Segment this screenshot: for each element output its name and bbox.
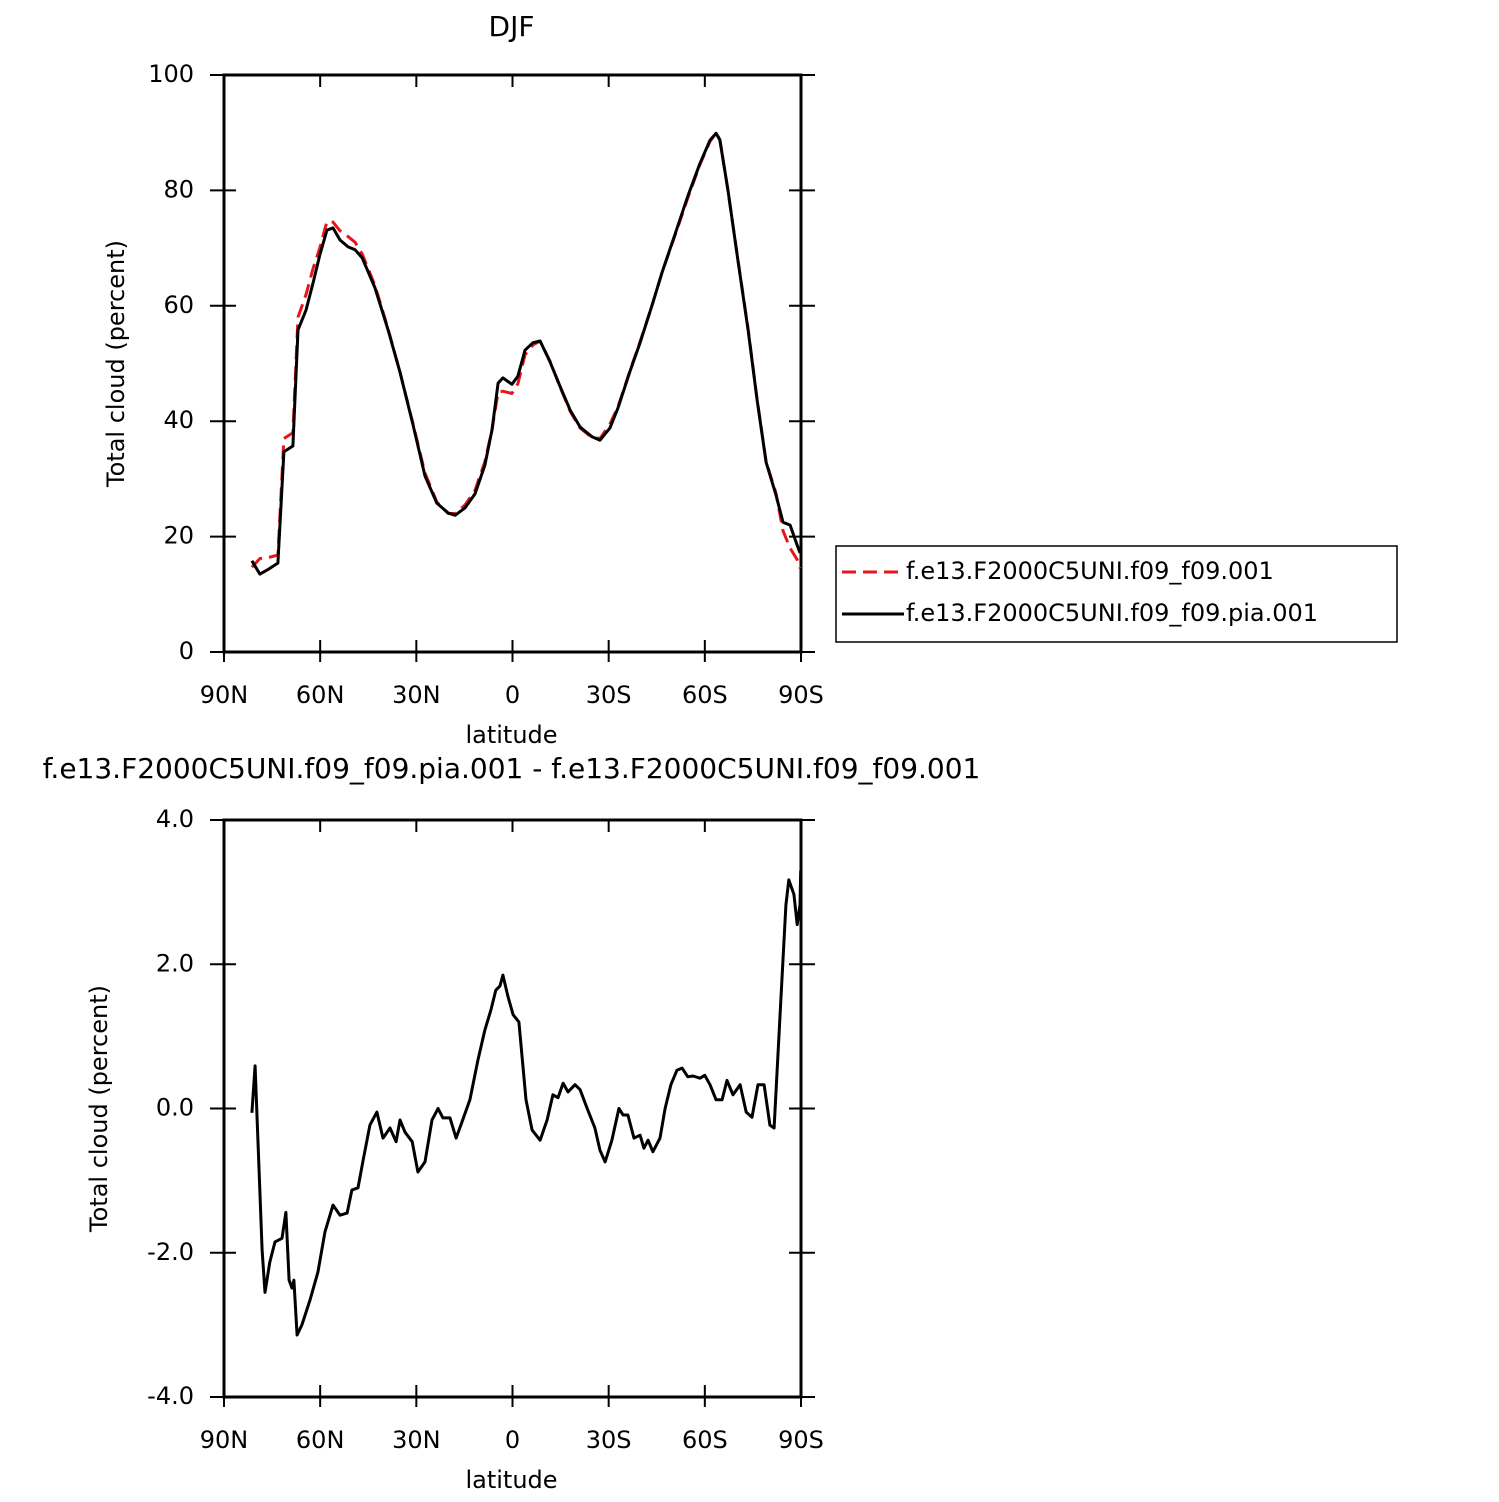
data-line <box>250 131 802 576</box>
x-tick-label: 90N <box>200 681 249 709</box>
legend-label: f.e13.F2000C5UNI.f09_f09.001 <box>906 557 1274 585</box>
x-tick-label: 60S <box>682 1426 728 1454</box>
y-tick-label: 40 <box>163 406 194 434</box>
y-tick-label: 0.0 <box>156 1094 194 1122</box>
legend-label: f.e13.F2000C5UNI.f09_f09.pia.001 <box>906 599 1318 627</box>
x-tick-label: 60S <box>682 681 728 709</box>
x-tick-label: 60N <box>296 681 345 709</box>
y-axis-label: Total cloud (percent) <box>102 240 130 488</box>
y-tick-label: 80 <box>163 175 194 203</box>
x-tick-label: 90S <box>778 1426 824 1454</box>
x-tick-label: 0 <box>505 1426 520 1454</box>
y-tick-label: -2.0 <box>147 1238 194 1266</box>
plot-frame <box>222 818 803 1399</box>
y-tick-label: 20 <box>163 522 194 550</box>
x-tick-label: 30N <box>392 1426 441 1454</box>
y-tick-label: 100 <box>148 60 194 88</box>
y-tick-label: -4.0 <box>147 1382 194 1410</box>
x-tick-label: 30N <box>392 681 441 709</box>
x-tick-label: 0 <box>505 681 520 709</box>
x-axis-label: latitude <box>465 721 557 749</box>
x-tick-label: 90S <box>778 681 824 709</box>
chart-title: DJF <box>489 10 535 43</box>
x-tick-label: 30S <box>586 681 632 709</box>
y-axis-label: Total cloud (percent) <box>85 985 113 1233</box>
x-tick-label: 90N <box>200 1426 249 1454</box>
y-tick-label: 2.0 <box>156 949 194 977</box>
y-tick-label: 4.0 <box>156 805 194 833</box>
legend-box <box>835 545 1398 643</box>
x-tick-label: 30S <box>586 1426 632 1454</box>
y-tick-label: 60 <box>163 291 194 319</box>
x-axis-label: latitude <box>465 1466 557 1494</box>
data-line <box>250 870 803 1337</box>
x-tick-label: 60N <box>296 1426 345 1454</box>
y-tick-label: 0 <box>179 637 194 665</box>
chart-title: f.e13.F2000C5UNI.f09_f09.pia.001 - f.e13… <box>43 752 981 785</box>
plot-frame <box>222 73 803 654</box>
